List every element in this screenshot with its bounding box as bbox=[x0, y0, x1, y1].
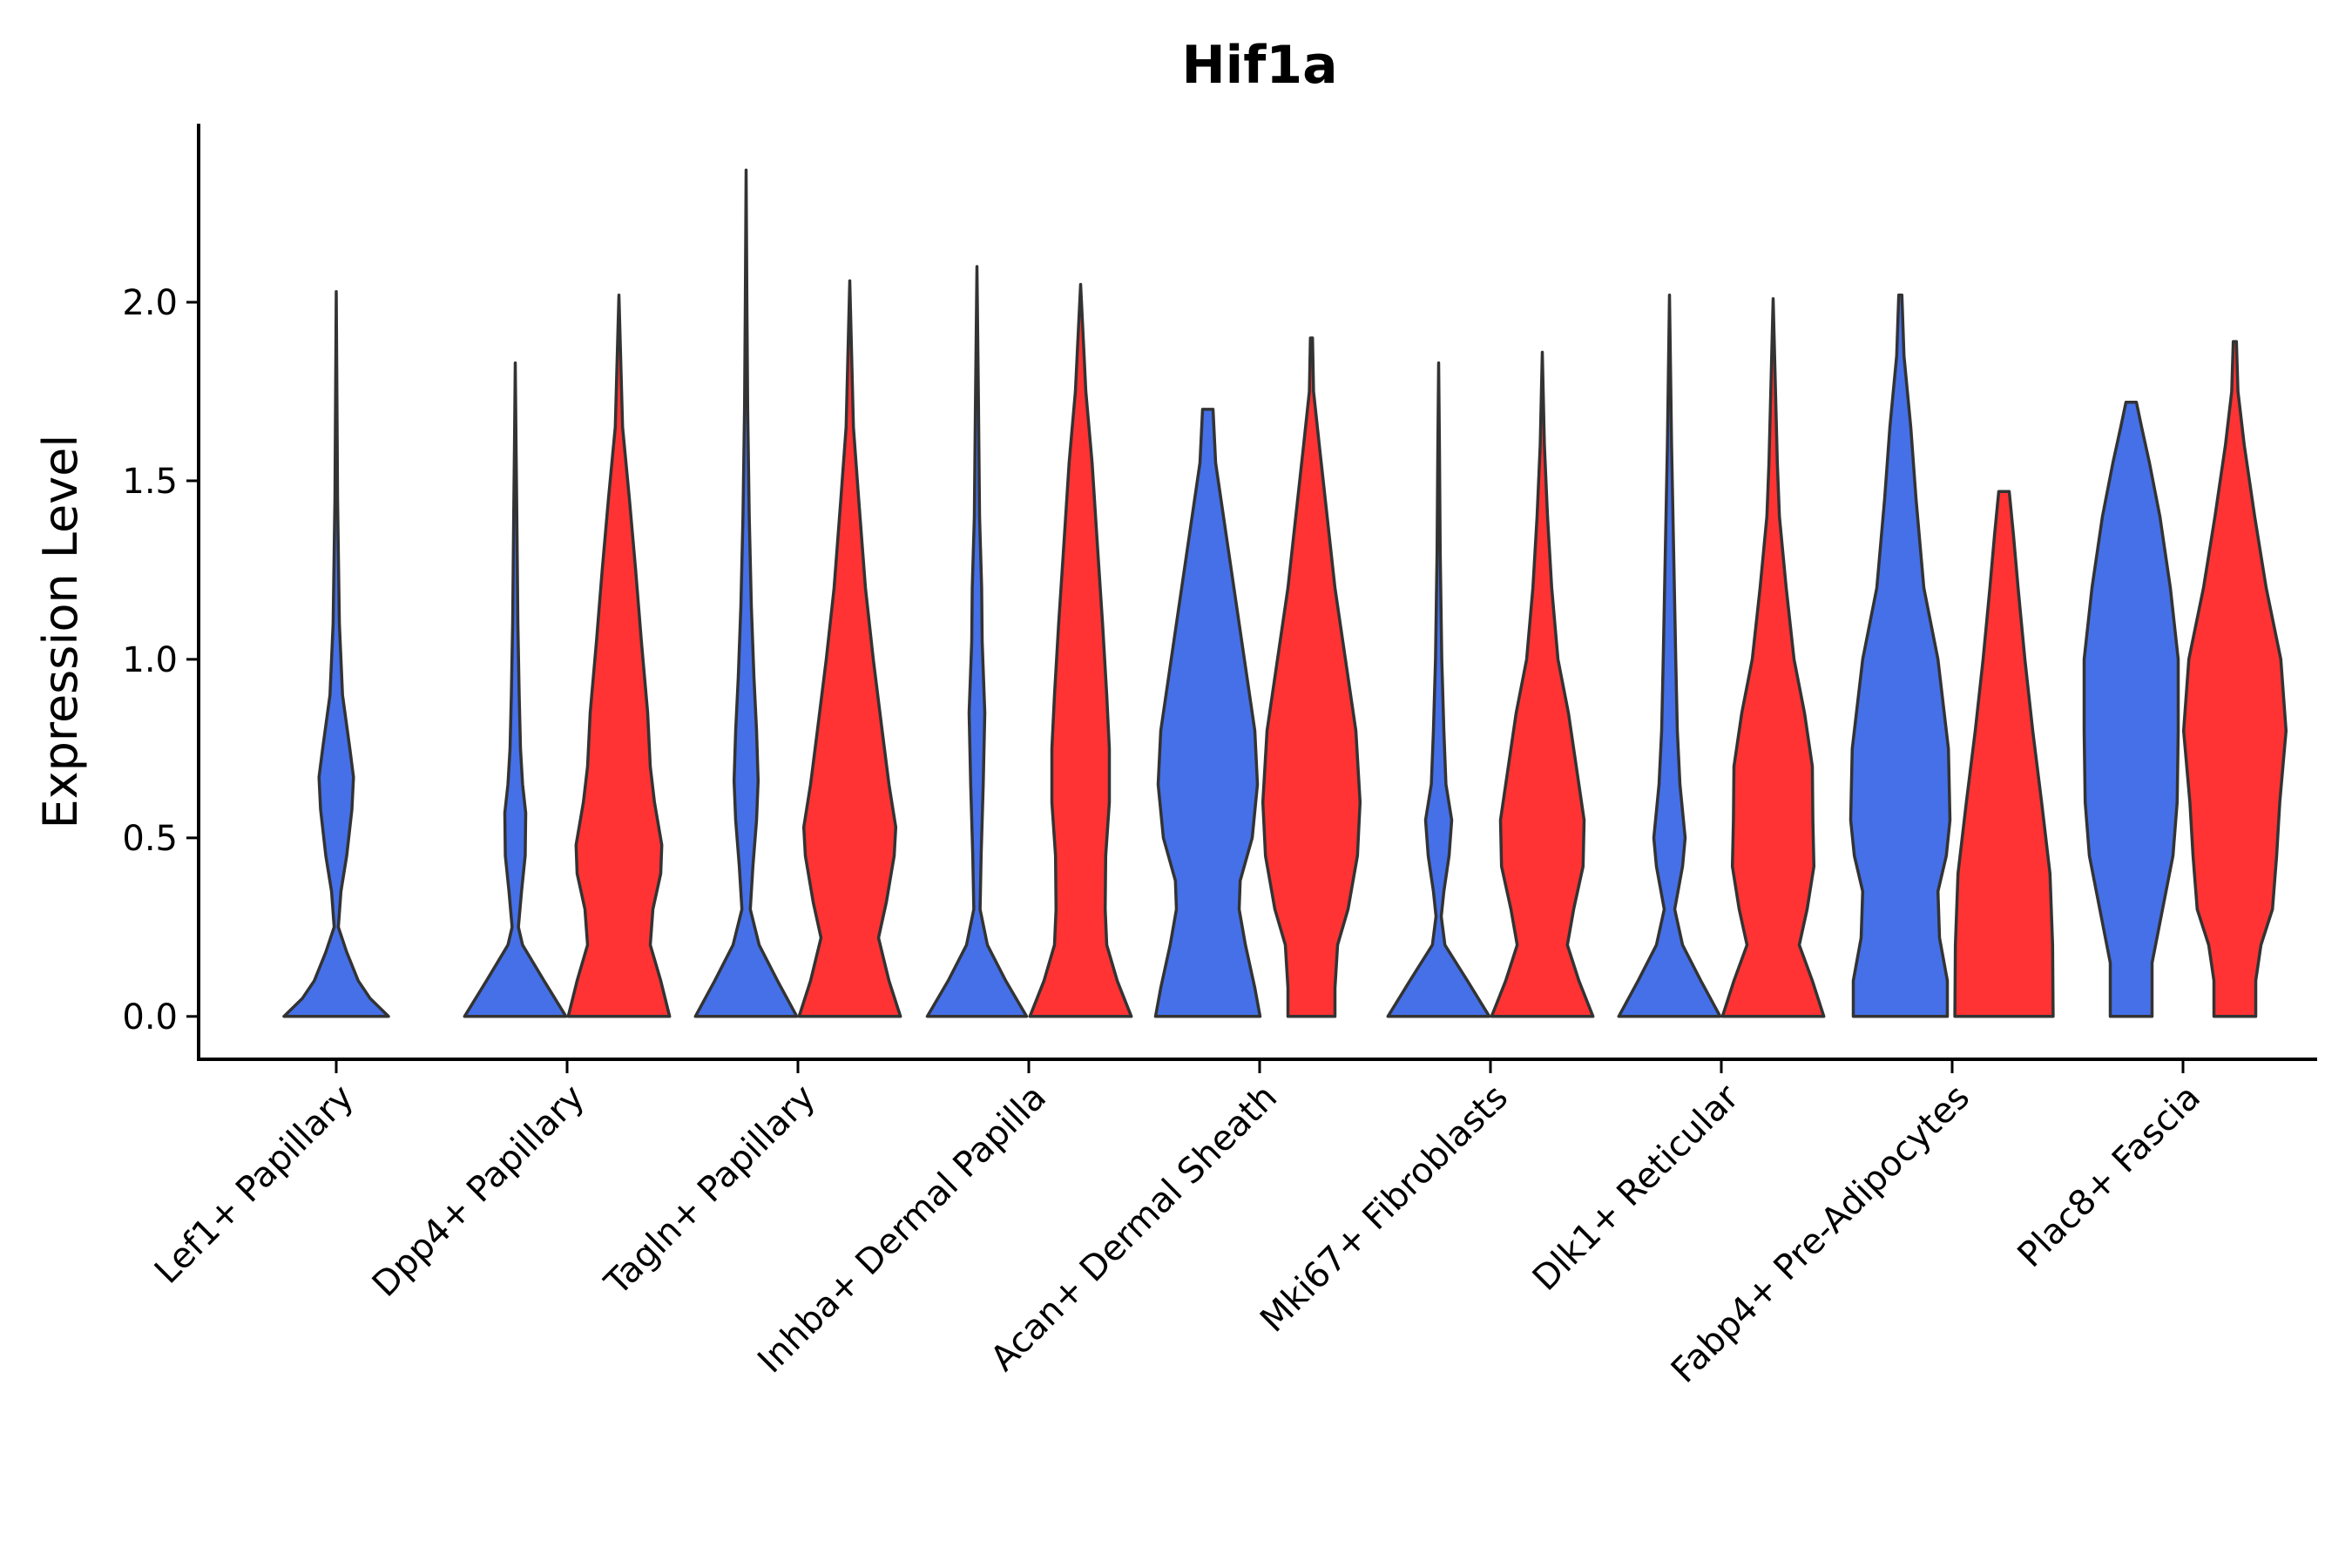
violin-group2-acan-dermal-sheath bbox=[1260, 336, 1362, 1018]
y-tick-label: 1.0 bbox=[122, 640, 178, 680]
violin-group1-mki67-fibroblasts bbox=[1386, 361, 1491, 1018]
violin-group2-fabp4-pre-adipocytes bbox=[1953, 490, 2055, 1018]
chart-title: Hif1a bbox=[1181, 35, 1337, 96]
violin-group2-inhba-dermal-papilla bbox=[1028, 282, 1133, 1018]
violin-group1-plac8-fascia bbox=[2082, 400, 2180, 1018]
y-tick-label: 1.5 bbox=[122, 462, 178, 502]
violin-group2-tagln-papillary bbox=[797, 279, 902, 1018]
violin-group2-plac8-fascia bbox=[2181, 340, 2288, 1018]
x-tick-label: Lef1+ Papillary bbox=[147, 1078, 362, 1292]
violin-group1-fabp4-pre-adipocytes bbox=[1848, 294, 1952, 1018]
y-tick-label: 0.5 bbox=[122, 819, 178, 859]
x-tick-label: Tagln+ Papillary bbox=[597, 1078, 823, 1304]
y-tick-label: 2.0 bbox=[122, 283, 178, 323]
violin-group2-dpp4-papillary bbox=[566, 294, 672, 1018]
x-tick-label: Mki67+ Fibroblasts bbox=[1253, 1078, 1516, 1341]
violin-group1-lef1-papillary bbox=[282, 289, 390, 1018]
violin-group1-inhba-dermal-papilla bbox=[925, 265, 1029, 1018]
violin-group2-mki67-fibroblasts bbox=[1490, 350, 1595, 1018]
x-ticks: Lef1+ Papillary Dpp4+ Papillary Tagln+ Pap… bbox=[147, 1059, 2208, 1391]
x-tick-label: Dlk1+ Reticular bbox=[1525, 1077, 1747, 1299]
y-ticks: 0.0 0.5 1.0 1.5 2.0 bbox=[122, 283, 199, 1037]
x-tick-label: Plac8+ Fascia bbox=[2011, 1078, 2209, 1276]
violin-group1-dlk1-reticular bbox=[1617, 294, 1722, 1018]
violin-group1-dpp4-papillary bbox=[463, 361, 568, 1018]
y-axis-label: Expression Level bbox=[33, 435, 88, 829]
violin-group1-acan-dermal-sheath bbox=[1153, 408, 1262, 1018]
violin-group1-tagln-papillary bbox=[693, 168, 799, 1018]
y-tick-label: 0.0 bbox=[122, 997, 178, 1037]
violin-group2-dlk1-reticular bbox=[1720, 297, 1826, 1018]
violins-layer bbox=[282, 168, 2288, 1018]
x-tick-label: Dpp4+ Papillary bbox=[365, 1078, 592, 1305]
